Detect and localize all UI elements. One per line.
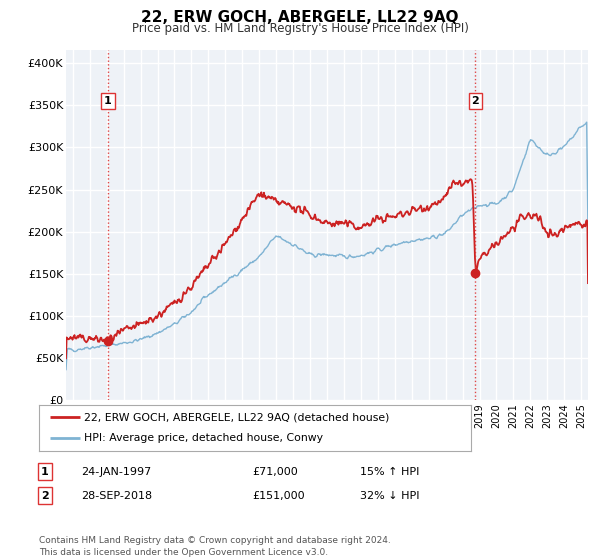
Text: HPI: Average price, detached house, Conwy: HPI: Average price, detached house, Conw… — [85, 433, 323, 444]
Text: 32% ↓ HPI: 32% ↓ HPI — [360, 491, 419, 501]
Text: Price paid vs. HM Land Registry's House Price Index (HPI): Price paid vs. HM Land Registry's House … — [131, 22, 469, 35]
Text: 15% ↑ HPI: 15% ↑ HPI — [360, 466, 419, 477]
Text: £151,000: £151,000 — [252, 491, 305, 501]
Text: 1: 1 — [41, 466, 49, 477]
Text: 28-SEP-2018: 28-SEP-2018 — [81, 491, 152, 501]
Text: 22, ERW GOCH, ABERGELE, LL22 9AQ (detached house): 22, ERW GOCH, ABERGELE, LL22 9AQ (detach… — [85, 412, 390, 422]
Text: 2: 2 — [41, 491, 49, 501]
Text: 2: 2 — [472, 96, 479, 106]
Text: 1: 1 — [104, 96, 112, 106]
Text: 24-JAN-1997: 24-JAN-1997 — [81, 466, 151, 477]
Text: £71,000: £71,000 — [252, 466, 298, 477]
Text: 22, ERW GOCH, ABERGELE, LL22 9AQ: 22, ERW GOCH, ABERGELE, LL22 9AQ — [141, 10, 459, 25]
Text: Contains HM Land Registry data © Crown copyright and database right 2024.
This d: Contains HM Land Registry data © Crown c… — [39, 536, 391, 557]
